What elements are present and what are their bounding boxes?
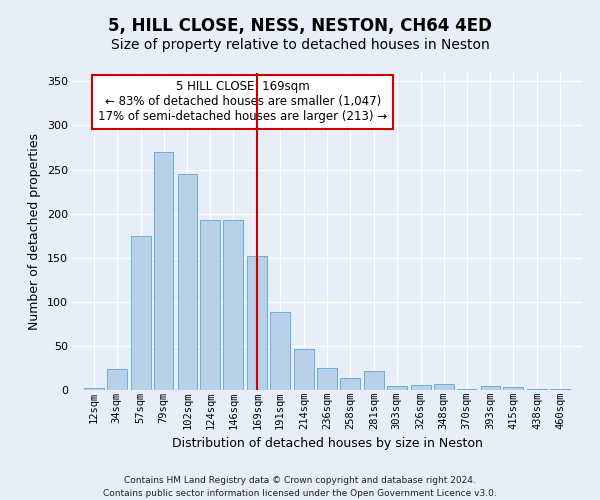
Bar [340, 378, 360, 390]
Bar [223, 220, 243, 390]
Bar [364, 372, 384, 390]
Bar [178, 174, 197, 390]
Bar [503, 388, 523, 390]
Bar [411, 384, 431, 390]
Bar [200, 220, 220, 390]
Bar [527, 389, 547, 390]
Text: 5, HILL CLOSE, NESS, NESTON, CH64 4ED: 5, HILL CLOSE, NESS, NESTON, CH64 4ED [108, 18, 492, 36]
Bar [154, 152, 173, 390]
Bar [481, 386, 500, 390]
Text: 5 HILL CLOSE: 169sqm
← 83% of detached houses are smaller (1,047)
17% of semi-de: 5 HILL CLOSE: 169sqm ← 83% of detached h… [98, 80, 388, 124]
Bar [131, 236, 151, 390]
Bar [550, 389, 570, 390]
Bar [434, 384, 454, 390]
Bar [107, 369, 127, 390]
Bar [317, 368, 337, 390]
X-axis label: Distribution of detached houses by size in Neston: Distribution of detached houses by size … [172, 437, 482, 450]
Text: Contains HM Land Registry data © Crown copyright and database right 2024.
Contai: Contains HM Land Registry data © Crown c… [103, 476, 497, 498]
Text: Size of property relative to detached houses in Neston: Size of property relative to detached ho… [110, 38, 490, 52]
Y-axis label: Number of detached properties: Number of detached properties [28, 132, 41, 330]
Bar [457, 389, 476, 390]
Bar [387, 386, 407, 390]
Bar [247, 256, 267, 390]
Bar [294, 348, 314, 390]
Bar [270, 312, 290, 390]
Bar [84, 388, 104, 390]
